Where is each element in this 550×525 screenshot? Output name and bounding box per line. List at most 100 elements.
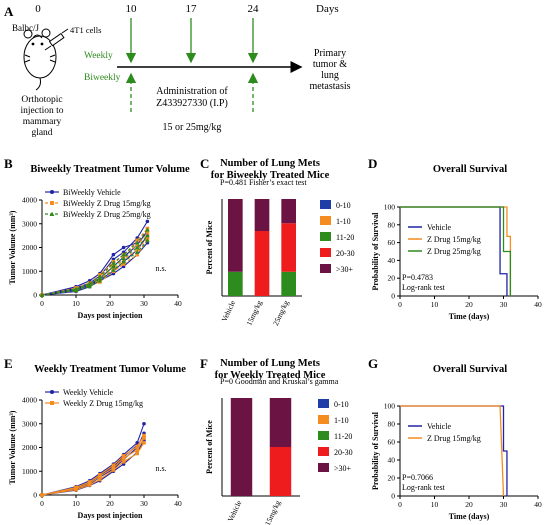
tumor-line-2-2 (41, 240, 148, 296)
legend-label: 0-10 (336, 201, 351, 210)
x-tick-label: 40 (534, 300, 542, 309)
tumor-line-0-1 (41, 230, 148, 296)
data-point (111, 260, 116, 265)
tumor-line-1-0 (41, 437, 145, 496)
data-point (145, 233, 150, 238)
x-tick-label: 0 (40, 499, 44, 508)
x-tick-label: 30 (140, 299, 148, 308)
data-point (142, 433, 146, 438)
legend-marker (50, 190, 54, 194)
stacked-bar-segment (281, 199, 296, 224)
y-axis-label: Tumor Volume (mm³) (8, 410, 17, 484)
x-tick-label: Vehicle (226, 498, 244, 523)
data-point (98, 477, 102, 482)
legend-label: 1-10 (336, 217, 351, 226)
day-label-24: 24 (248, 3, 260, 15)
x-tick-label: 10 (72, 299, 80, 308)
legend-label: BiWeekly Z Drug 25mg/kg (63, 210, 151, 219)
legend-swatch (318, 463, 329, 472)
data-point (135, 448, 139, 452)
data-point (87, 281, 92, 286)
legend-label: Weekly Vehicle (63, 388, 114, 397)
data-point (135, 451, 139, 456)
panel-letter: D (368, 156, 377, 171)
data-point (121, 259, 126, 264)
survival-curve-1 (400, 405, 505, 497)
day-label-10: 10 (126, 3, 138, 15)
x-tick-label: 0 (40, 299, 44, 308)
y-axis-label: Percent of Mice (205, 420, 214, 474)
panel-letter: B (4, 156, 13, 171)
data-point (135, 238, 139, 243)
legend-swatch (320, 216, 331, 225)
data-point (74, 485, 78, 490)
x-tick-label: 25mg/kg (271, 299, 291, 327)
x-tick-label: 20 (465, 300, 473, 309)
x-axis-label: Time (days) (449, 312, 490, 321)
x-axis-label: Days post injection (78, 311, 143, 320)
chart-title: Weekly Treatment Tumor Volume (34, 364, 186, 375)
panel-letter: G (368, 356, 378, 371)
weekly-label: Weekly (84, 51, 113, 61)
x-tick-label: 15mg/kg (244, 299, 264, 327)
x-tick-label: 0 (398, 300, 402, 309)
stacked-bar-segment (230, 398, 253, 496)
panel-letter: E (4, 356, 13, 371)
legend-swatch (318, 415, 329, 424)
tumor-line-2-0 (41, 235, 148, 296)
chart-title: Overall Survival (433, 364, 507, 375)
data-point (135, 243, 139, 247)
data-point (142, 436, 146, 440)
y-tick-label: 100 (384, 203, 396, 212)
chart-title: Number of Lung Mets (220, 158, 320, 169)
admin-line-1: Administration of (156, 86, 228, 97)
x-tick-label: 20 (465, 500, 473, 509)
data-point (145, 231, 150, 236)
y-tick-label: 3000 (22, 419, 37, 428)
legend-label: Vehicle (427, 223, 451, 232)
tumor-line-2-1 (41, 229, 148, 296)
legend-swatch (318, 399, 329, 408)
data-point (121, 262, 126, 266)
cells-label: 4T1 cells (70, 25, 101, 35)
stat-annotation: Log-rank test (402, 283, 446, 292)
legend-label: 0-10 (334, 400, 349, 409)
y-tick-label: 100 (384, 402, 396, 411)
x-tick-label: 20 (106, 299, 114, 308)
y-tick-label: 0 (33, 291, 37, 300)
stat-annotation: P=0.7066 (402, 473, 433, 482)
legend-label: BiWeekly Vehicle (63, 188, 121, 197)
y-axis-label: Percent of Mice (205, 220, 214, 274)
outcome-line-2: tumor & (313, 59, 347, 70)
panel-b: B Biweekly Treatment Tumor Volume 0 10 20 30 4… (4, 156, 190, 320)
data-point (87, 483, 92, 487)
tumor-line-1-2 (41, 435, 145, 496)
tumor-line-1-1 (41, 442, 145, 496)
tumor-line-1-0 (41, 232, 148, 296)
data-point (98, 473, 102, 477)
chart-title: Biweekly Treatment Tumor Volume (30, 164, 190, 175)
data-point (87, 480, 92, 484)
y-tick-label: 40 (388, 256, 396, 265)
legend-label: 1-10 (334, 416, 349, 425)
y-axis-label: Probability of Survival (371, 411, 380, 490)
days-word: Days (316, 3, 339, 15)
panel-a: A 0 10 17 24 Days Balbc/J 4T1 cells Week… (4, 3, 351, 138)
stat-subtitle: P=0.481 Fisher’s exact test (220, 178, 307, 187)
stacked-bar-segment (269, 447, 292, 496)
y-tick-label: 60 (388, 238, 396, 247)
data-point (145, 238, 150, 243)
data-point (74, 487, 78, 492)
panel-letter: F (200, 356, 208, 371)
y-tick-label: 3000 (22, 219, 37, 228)
legend-swatch (318, 447, 329, 456)
data-point (40, 493, 44, 497)
dose-label: 15 or 25mg/kg (163, 122, 222, 133)
legend-label: >30+ (336, 265, 354, 274)
x-tick-label: 10 (72, 499, 80, 508)
data-point (135, 240, 140, 245)
y-tick-label: 40 (388, 456, 396, 465)
